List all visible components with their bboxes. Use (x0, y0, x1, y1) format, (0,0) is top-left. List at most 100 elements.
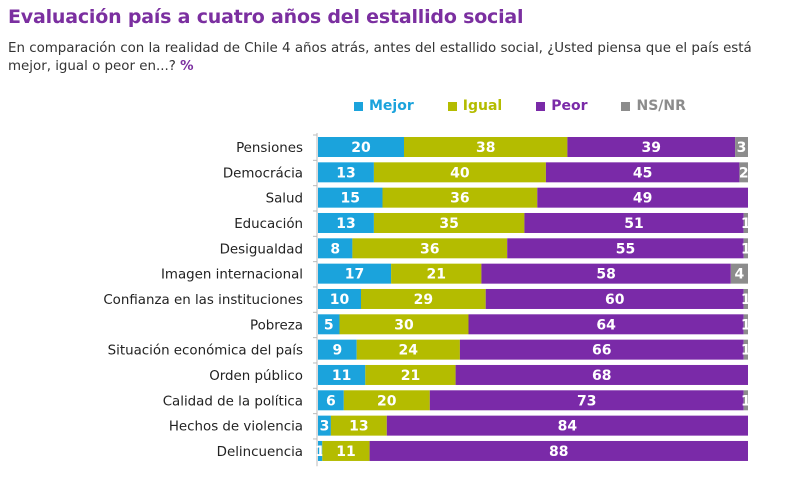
legend-label: Peor (551, 98, 588, 114)
legend-item-igual: Igual (447, 98, 503, 114)
data-label: 21 (401, 368, 420, 384)
data-label: 13 (336, 165, 355, 181)
bar-segment-nsnr (743, 390, 748, 411)
data-label: 40 (450, 165, 470, 181)
data-label: 36 (420, 241, 439, 257)
category-label: Desigualdad (220, 242, 303, 257)
legend-swatch (354, 101, 363, 111)
unit-label: % (180, 59, 194, 74)
bar-segment-igual (373, 212, 525, 233)
bar-segment-mejor (318, 364, 366, 385)
bar-segment-mejor (318, 288, 361, 309)
bar-segment-igual (343, 390, 430, 411)
legend-item-mejor: Mejor (354, 98, 414, 114)
data-label: 4 (735, 267, 745, 283)
bar-segment-peor (455, 364, 748, 385)
data-label: 11 (332, 368, 351, 384)
category-label: Hechos de violencia (169, 420, 303, 435)
legend-swatch (621, 101, 631, 111)
data-label: 55 (616, 241, 635, 257)
bar-segment-igual (356, 339, 460, 360)
bar-segment-peor (537, 187, 748, 208)
data-label: 3 (737, 140, 747, 156)
legend-label: NS/NR (636, 98, 686, 114)
bar-segment-mejor (318, 263, 392, 284)
data-label: 39 (642, 140, 661, 156)
data-label: 11 (336, 444, 355, 460)
bar-segment-peor (429, 390, 744, 411)
data-label: 17 (345, 267, 364, 283)
data-label: 73 (577, 393, 596, 409)
data-label: 13 (336, 216, 355, 232)
data-label: 2 (739, 165, 749, 181)
bar-segment-peor (459, 339, 744, 360)
data-label: 84 (558, 419, 578, 435)
category-label: Educación (234, 216, 303, 232)
bar-segment-igual (361, 288, 486, 309)
data-label: 68 (592, 368, 611, 384)
bar-segment-peor (386, 415, 748, 436)
data-label: 88 (549, 444, 568, 460)
category-label: Delincuencia (217, 445, 303, 460)
bar-segment-nsnr (739, 162, 748, 183)
category-label: Pobreza (250, 318, 303, 333)
chart-title: Evaluación país a cuatro años del estall… (8, 6, 524, 28)
bar-segment-nsnr (730, 263, 748, 284)
bar-segment-mejor (318, 187, 383, 208)
data-label: 3 (320, 419, 330, 435)
subtitle-text: En comparación con la realidad de Chile … (8, 41, 752, 74)
data-label: 20 (351, 140, 371, 156)
data-label: 15 (341, 191, 360, 207)
data-label: 60 (605, 292, 625, 308)
bar-segment-peor (485, 288, 744, 309)
category-label: Confianza en las instituciones (103, 293, 303, 308)
data-label: 10 (330, 292, 350, 308)
bar-segment-igual (404, 137, 568, 157)
chart-subtitle: En comparación con la realidad de Chile … (8, 40, 798, 76)
bar-segment-mejor (318, 314, 340, 335)
bar-segment-igual (373, 162, 546, 183)
bar-segment-peor (524, 212, 744, 233)
legend-label: Igual (462, 98, 503, 114)
legend-item-nsnr: NS/NR (621, 98, 686, 114)
data-label: 8 (330, 241, 340, 257)
bar-segment-peor (545, 162, 740, 183)
category-label: Pensiones (236, 141, 303, 156)
data-label: 13 (349, 419, 368, 435)
category-label: Imagen internacional (161, 268, 303, 283)
data-label: 64 (596, 317, 616, 333)
data-label: 51 (624, 216, 643, 232)
bar-segment-mejor (318, 137, 404, 157)
bar-segment-peor (369, 440, 748, 461)
legend-label: Mejor (369, 98, 414, 114)
data-label: 66 (592, 343, 611, 359)
category-label: Calidad de la política (163, 393, 303, 409)
bar-segment-igual (322, 440, 370, 461)
data-label: 1 (315, 444, 325, 460)
data-label: 20 (377, 393, 397, 409)
category-label: Democrácia (223, 165, 303, 181)
bar-segment-nsnr (743, 339, 748, 360)
bar-segment-nsnr (743, 212, 748, 233)
bar-segment-mejor (318, 415, 331, 436)
bar-segment-peor (567, 137, 736, 157)
data-label: 58 (596, 267, 615, 283)
data-label: 1 (741, 216, 751, 232)
data-label: 1 (741, 241, 751, 257)
data-label: 1 (741, 343, 751, 359)
data-label: 36 (450, 191, 469, 207)
bar-segment-nsnr (743, 238, 748, 259)
data-label: 6 (326, 393, 336, 409)
bar-segment-igual (382, 187, 538, 208)
bar-segment-igual (391, 263, 482, 284)
bar-segment-mejor (318, 440, 323, 461)
bar-segment-mejor (318, 212, 374, 233)
data-label: 9 (332, 343, 342, 359)
data-label: 29 (414, 292, 433, 308)
bar-segment-peor (507, 238, 744, 259)
bar-segment-mejor (318, 390, 344, 411)
legend-swatch (447, 101, 457, 111)
data-label: 1 (741, 317, 751, 333)
bar-segment-igual (339, 314, 469, 335)
